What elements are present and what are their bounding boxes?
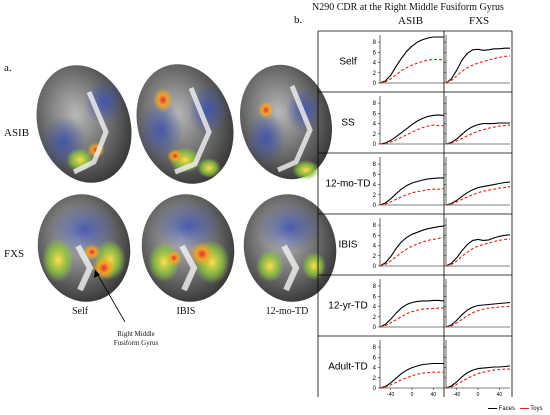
row-label-12-yr-td: 12-yr-TD [328,301,367,312]
brain-asib-ibis [133,60,238,192]
series-line-faces-self-asib [379,36,444,84]
panel-a-label: a. [4,62,12,74]
series-line-toys-adult-td-fxs [445,368,510,389]
x-tick-label: 40 [497,392,503,398]
series-line-toys-12-yr-td-asib [379,307,444,328]
y-tick-label: 6 [373,111,377,117]
x-tick-label: 0 [411,392,414,398]
y-tick-label: 8 [373,162,377,168]
y-tick-label: 4 [373,122,377,128]
x-tick-label: 0 [477,392,480,398]
column-header-asib: ASIB [398,15,424,27]
panel-b-title: N290 CDR at the Right Middle Fusiform Gy… [312,2,504,13]
brain-asib-self [34,62,134,192]
row-label-self: Self [339,57,356,68]
legend-toys-label: Toys [530,406,543,412]
annotation-right-middle-fusiform-gyrus: Right Middle Fusiform Gyrus [101,330,171,348]
y-tick-label: 4 [373,183,377,189]
series-line-faces-adult-td-asib [379,362,444,389]
y-tick-label: 4 [373,244,377,250]
column-label-12motd: 12-mo-TD [265,306,309,317]
y-tick-label: 6 [373,294,377,300]
x-tick-label: -40 [453,392,460,398]
row-label-ss: SS [341,118,355,129]
panel-b-label: b. [294,14,303,26]
column-label-self: Self [71,306,89,317]
series-line-toys-12-mo-td-fxs [445,186,511,206]
y-tick-label: 6 [373,355,377,361]
y-tick-label: 4 [373,305,377,311]
y-tick-label: 8 [373,345,377,351]
y-tick-label: 2 [373,254,377,260]
series-line-faces-ss-asib [379,114,445,145]
series-line-toys-self-asib [379,58,445,84]
series-line-toys-ibis-fxs [445,238,511,267]
row-label-ibis: IBIS [339,240,358,251]
series-line-faces-12-mo-td-fxs [445,181,511,206]
row-label-asib: ASIB [4,127,30,139]
annotation-line-1: Right Middle [117,330,155,338]
y-tick-label: 8 [373,40,377,46]
y-tick-label: 2 [373,71,377,77]
legend-faces-swatch [488,407,497,409]
brain-fxs-ibis [138,190,238,310]
legend-toys-swatch [519,407,529,409]
column-header-fxs: FXS [469,15,490,27]
series-line-toys-12-yr-td-fxs [445,306,510,328]
y-tick-label: 6 [373,172,377,178]
y-tick-label: 4 [373,366,377,372]
y-tick-label: 0 [373,325,377,331]
brain-fxs-12motd [240,190,340,310]
column-label-ibis: IBIS [176,306,196,317]
series-line-faces-ibis-fxs [445,234,511,267]
y-tick-label: 0 [373,81,377,87]
series-line-toys-self-fxs [445,55,511,84]
y-tick-label: 0 [373,386,377,392]
series-line-faces-12-mo-td-asib [379,177,444,206]
series-line-faces-self-fxs [445,47,510,84]
series-line-faces-ibis-asib [379,225,445,267]
y-tick-label: 6 [373,233,377,239]
brain-fxs-self [34,190,134,310]
x-tick-label: 40 [431,392,437,398]
series-line-faces-12-yr-td-asib [379,299,445,328]
y-tick-label: 2 [373,376,377,382]
legend-faces-label: Faces [498,406,516,412]
y-tick-label: 2 [373,193,377,199]
y-tick-label: 8 [373,223,377,229]
y-tick-label: 2 [373,315,377,321]
y-tick-label: 8 [373,101,377,107]
series-line-faces-adult-td-fxs [445,365,511,389]
y-tick-label: 0 [373,203,377,209]
brain-asib-12motd [236,60,336,188]
y-tick-label: 0 [373,264,377,270]
y-tick-label: 2 [373,132,377,138]
series-line-faces-12-yr-td-fxs [445,301,511,328]
series-line-toys-12-mo-td-asib [379,188,445,206]
row-label-12-mo-td: 12-mo-TD [325,179,370,190]
y-tick-label: 0 [373,142,377,148]
y-tick-label: 6 [373,50,377,56]
y-tick-label: 4 [373,61,377,67]
series-line-toys-adult-td-asib [379,371,444,389]
chart-legend: Faces Toys [488,406,543,412]
y-tick-label: 8 [373,284,377,290]
series-line-toys-ss-asib [379,124,444,145]
series-line-toys-ibis-asib [379,236,445,267]
series-line-toys-ss-fxs [445,124,511,145]
row-label-fxs: FXS [4,248,25,260]
x-tick-label: -40 [387,392,394,398]
annotation-line-2: Fusiform Gyrus [113,339,159,347]
row-label-adult-td: Adult-TD [328,362,367,373]
series-line-faces-ss-fxs [445,122,510,145]
